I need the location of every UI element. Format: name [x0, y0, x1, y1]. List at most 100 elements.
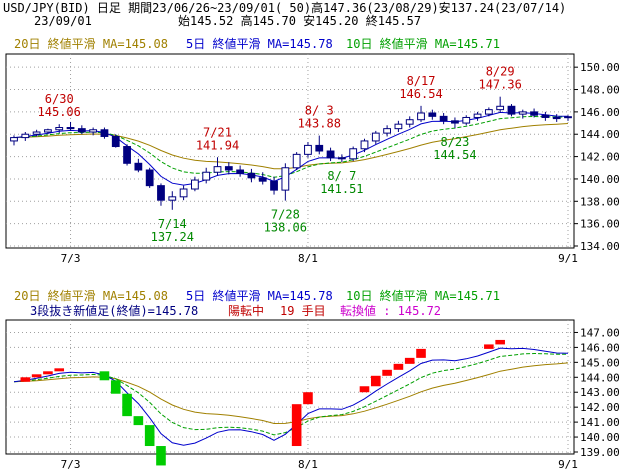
bottom-ytick-label: 145.00 — [580, 356, 620, 369]
bottom-legend-ma20: 20日 終値平滑 MA=145.08 — [14, 288, 168, 303]
chart-title: USD/JPY(BID) 日足 期間23/06/26~23/09/01( 50)… — [3, 1, 567, 15]
annotation-date: 8/29 — [486, 65, 515, 79]
candle-down — [315, 144, 324, 152]
brick-up — [43, 371, 53, 375]
candle-up — [371, 132, 380, 142]
top-ytick-label: 136.00 — [580, 218, 620, 231]
bottom-xtick-label: 8/1 — [298, 458, 318, 471]
candle-up — [496, 105, 505, 111]
candle-down — [77, 128, 86, 133]
candle-up — [564, 116, 572, 119]
candle-up — [55, 127, 64, 131]
brick-up — [404, 357, 415, 364]
annotation-date: 8/23 — [440, 135, 469, 149]
brick-down — [110, 380, 121, 394]
annotation-date: 8/ 3 — [305, 104, 334, 118]
top-ytick-label: 134.00 — [580, 240, 620, 253]
candle-up — [281, 167, 290, 191]
candle-up — [360, 140, 369, 150]
candle-up — [213, 166, 222, 173]
candle-up — [417, 112, 425, 121]
candle-up — [168, 196, 177, 201]
candle-down — [258, 177, 267, 182]
candle-down — [428, 112, 437, 117]
candle-down — [247, 172, 256, 179]
candle-up — [179, 188, 188, 198]
candle-down — [100, 129, 109, 137]
candle-down — [157, 185, 165, 201]
bottom-ytick-label: 144.00 — [580, 371, 620, 384]
top-ytick-label: 140.00 — [580, 173, 620, 186]
annotation-value: 141.94 — [196, 138, 239, 152]
annotation-value: 137.24 — [151, 230, 194, 244]
sanbon-prefix: 3段抜き新値足(終値)=145.78 — [30, 303, 198, 318]
top-xtick-label: 9/1 — [558, 252, 578, 265]
top-ytick-label: 150.00 — [580, 61, 620, 74]
annotation-value: 138.06 — [264, 221, 307, 235]
brick-up — [416, 348, 426, 358]
candle-up — [191, 179, 199, 190]
brick-up — [370, 375, 381, 387]
candle-up — [32, 131, 41, 135]
annotation-date: 7/14 — [158, 217, 187, 231]
candle-up — [383, 128, 391, 134]
annotation-value: 147.36 — [478, 78, 521, 92]
last-date: 23/09/01 — [34, 14, 92, 28]
candle-up — [473, 113, 482, 118]
top-ma5-line — [13, 111, 569, 186]
bottom-panel-frame — [5, 319, 575, 455]
top-xtick-label: 7/3 — [61, 252, 81, 265]
candle-up — [349, 148, 358, 160]
annotation-date: 8/ 7 — [327, 169, 356, 183]
top-xtick-label: 8/1 — [298, 252, 318, 265]
brick-up — [20, 377, 31, 382]
brick-down — [144, 425, 155, 447]
candle-down — [111, 135, 120, 148]
candle-up — [10, 137, 18, 142]
candle-down — [236, 169, 245, 174]
candle-down — [326, 150, 335, 159]
candle-down — [66, 127, 75, 130]
bottom-ytick-label: 141.00 — [580, 416, 620, 429]
sanbon-state: 陽転中 — [228, 303, 264, 318]
candle-down — [439, 115, 448, 122]
brick-up — [495, 339, 505, 345]
brick-down — [122, 393, 132, 417]
candle-up — [394, 123, 403, 130]
bottom-ma20-line — [13, 362, 569, 425]
candle-down — [224, 166, 233, 171]
candle-up — [405, 119, 414, 125]
brick-up — [484, 344, 494, 349]
bottom-legend-ma10: 10日 終値平滑 MA=145.71 — [346, 288, 500, 303]
top-ytick-label: 144.00 — [580, 128, 620, 141]
annotation-date: 7/28 — [271, 208, 300, 222]
candle-down — [451, 120, 459, 124]
bottom-xtick-label: 9/1 — [558, 458, 578, 471]
annotation-value: 145.06 — [38, 105, 81, 119]
candle-down — [134, 162, 143, 171]
annotation-value: 143.88 — [298, 117, 341, 131]
top-ma20-line — [13, 123, 569, 170]
top-legend-ma5: 5日 終値平滑 MA=145.78 — [186, 36, 333, 51]
annotation-value: 141.51 — [320, 182, 363, 196]
candle-down — [337, 157, 346, 160]
candle-down — [552, 116, 561, 120]
candle-up — [21, 133, 30, 139]
annotation-value: 146.54 — [399, 87, 442, 101]
brick-up — [31, 374, 42, 378]
brick-up — [303, 392, 313, 405]
bottom-xtick-label: 7/3 — [61, 458, 81, 471]
brick-up — [291, 404, 302, 447]
brick-down — [99, 371, 110, 381]
bottom-ytick-label: 140.00 — [580, 431, 620, 444]
candle-up — [44, 129, 52, 133]
bottom-ytick-label: 139.00 — [580, 446, 620, 459]
ohlc-readout: 始145.52 高145.70 安145.20 終145.57 — [178, 14, 422, 28]
top-ytick-label: 142.00 — [580, 151, 620, 164]
top-legend-ma10: 10日 終値平滑 MA=145.71 — [346, 36, 500, 51]
top-panel-frame — [5, 53, 575, 249]
candle-up — [518, 111, 527, 115]
top-legend-ma20: 20日 終値平滑 MA=145.08 — [14, 36, 168, 51]
sanbon-count: 19 手目 — [280, 304, 326, 318]
